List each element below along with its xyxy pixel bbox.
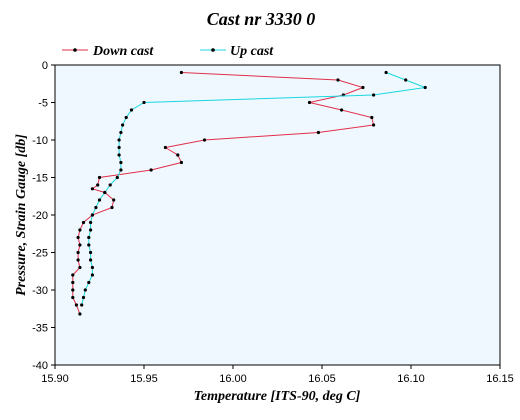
down-cast-point <box>71 295 75 300</box>
down-cast-point <box>110 205 114 210</box>
down-cast-point <box>149 168 153 172</box>
legend-label-up: Up cast <box>230 44 274 59</box>
down-cast-point <box>316 130 320 135</box>
y-tick-label: -20 <box>32 210 48 222</box>
up-cast-point <box>117 153 121 157</box>
down-cast-point <box>97 175 102 180</box>
up-cast-point <box>87 280 91 285</box>
y-axis-label: Pressure, Strain Gauge [db] <box>14 134 29 296</box>
y-axis: 0 -5 -10 -15 -20 -25 -30 -35 -40 <box>32 60 55 372</box>
up-cast-point <box>124 115 128 120</box>
down-cast-point <box>202 138 207 142</box>
x-axis-label: Temperature [ITS-90, deg C] <box>194 389 361 404</box>
up-cast-point <box>423 85 427 90</box>
up-cast-point <box>119 160 123 165</box>
plot-area <box>54 64 501 366</box>
y-tick-label: -40 <box>32 360 48 372</box>
down-cast-point <box>76 235 80 240</box>
down-cast-point <box>370 115 374 120</box>
up-cast-point <box>89 258 93 262</box>
down-cast-point <box>179 160 183 165</box>
x-tick-label: 16.05 <box>308 373 336 385</box>
y-tick-label: -30 <box>32 285 48 297</box>
down-cast-point <box>78 228 82 232</box>
up-cast-point <box>121 123 125 127</box>
down-cast-point <box>179 70 183 75</box>
y-tick-label: 0 <box>42 60 48 72</box>
down-cast-point <box>74 303 78 307</box>
up-cast-point <box>97 198 102 202</box>
up-cast-point <box>129 108 134 112</box>
down-cast-point <box>81 220 86 225</box>
up-cast-point <box>108 183 112 187</box>
up-cast-point <box>103 190 107 195</box>
up-cast-point <box>83 288 87 292</box>
up-cast-point <box>404 78 408 82</box>
legend: Down cast Up cast <box>62 44 274 59</box>
up-cast-point <box>90 273 94 277</box>
down-cast-point <box>176 153 180 157</box>
x-tick-label: 15.95 <box>130 373 158 385</box>
down-cast-point <box>163 145 167 150</box>
up-cast-point <box>89 220 93 225</box>
up-cast-point <box>117 138 121 142</box>
down-cast-point <box>336 78 340 82</box>
x-tick-label: 16.00 <box>219 373 247 385</box>
up-cast-point <box>89 228 93 232</box>
down-cast-point <box>71 288 75 292</box>
down-cast-point <box>76 258 80 262</box>
legend-marker-down <box>73 48 77 52</box>
down-cast-point <box>372 123 376 127</box>
chart-title: Cast nr 3330 0 <box>207 9 316 29</box>
x-tick-label: 16.10 <box>397 373 425 385</box>
up-cast-point <box>372 93 376 97</box>
up-cast-point <box>90 265 94 270</box>
up-cast-point <box>117 145 121 150</box>
x-tick-label: 16.15 <box>486 373 514 385</box>
y-tick-label: -10 <box>32 135 48 147</box>
up-cast-point <box>89 250 93 255</box>
x-tick-label: 15.90 <box>41 373 69 385</box>
up-cast-point <box>384 70 388 75</box>
up-cast-point <box>90 213 94 217</box>
down-cast-point <box>96 183 100 187</box>
series-layer <box>71 70 428 316</box>
down-cast-point <box>78 312 82 316</box>
down-cast-point <box>112 198 116 202</box>
y-tick-label: -25 <box>32 248 48 260</box>
up-cast-point <box>119 130 123 135</box>
y-tick-label: -15 <box>32 173 48 185</box>
down-cast-point <box>340 108 344 112</box>
y-tick-label: -35 <box>32 323 48 335</box>
up-cast-point <box>87 235 91 240</box>
down-cast-point <box>78 243 82 247</box>
down-cast-line <box>72 72 375 315</box>
down-cast-point <box>71 273 75 277</box>
down-cast-point <box>361 85 365 90</box>
down-cast-point <box>307 100 312 105</box>
up-cast-point <box>80 303 84 307</box>
up-cast-point <box>142 100 146 105</box>
up-cast-point <box>119 168 123 172</box>
y-tick-label: -5 <box>38 98 48 110</box>
down-cast-point <box>71 280 75 285</box>
down-cast-point <box>76 250 80 255</box>
up-cast-point <box>115 175 119 180</box>
up-cast-point <box>87 243 91 247</box>
down-cast-point <box>78 265 82 270</box>
down-cast-point <box>90 187 94 191</box>
legend-marker-up <box>211 48 215 52</box>
up-cast-point <box>94 205 98 210</box>
x-axis: 15.90 15.95 16.00 16.05 16.10 16.15 <box>41 365 514 385</box>
up-cast-point <box>81 295 86 300</box>
legend-label-down: Down cast <box>92 44 154 59</box>
